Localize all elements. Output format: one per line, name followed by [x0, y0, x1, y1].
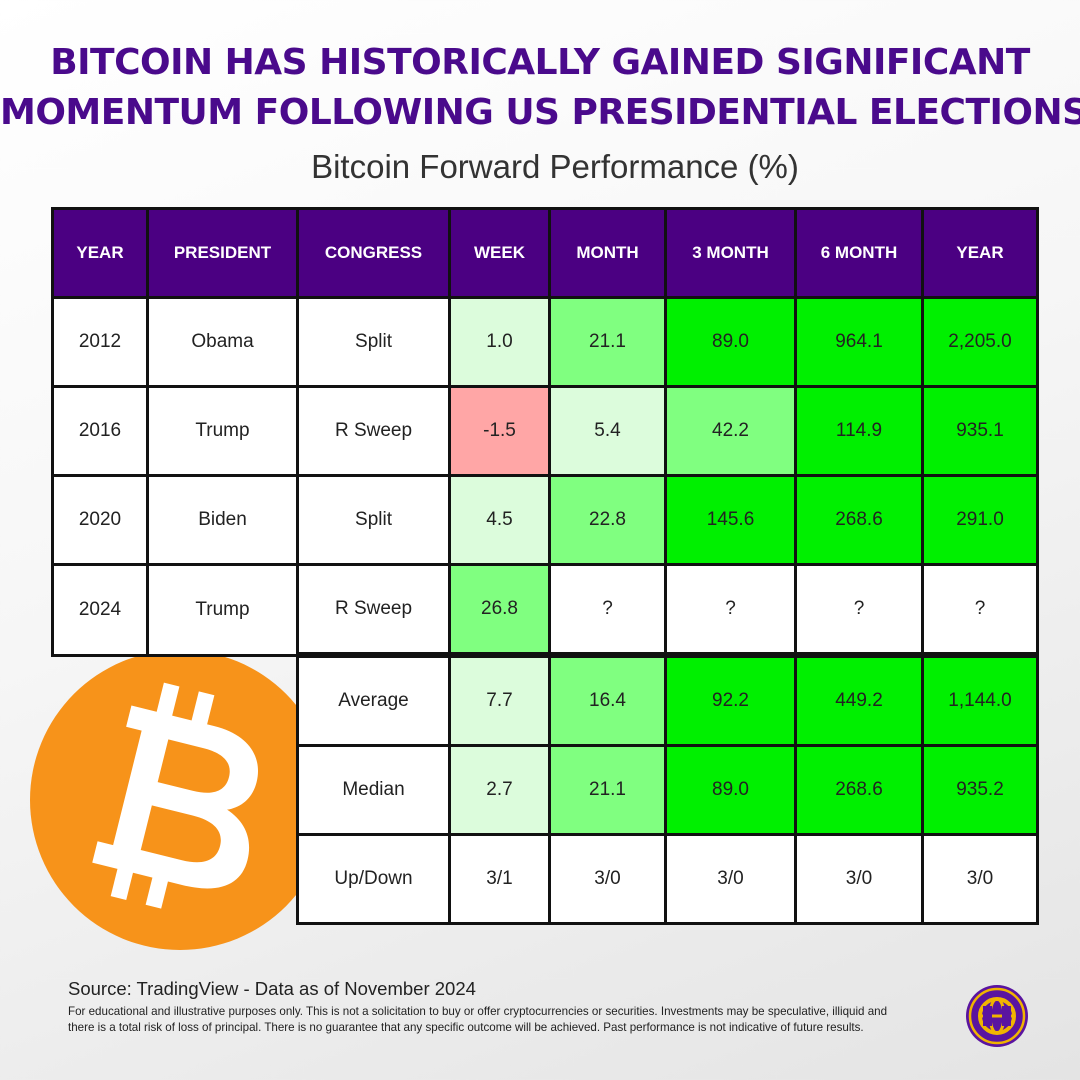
header-year: YEAR [51, 207, 149, 299]
cell-week: 26.8 [448, 563, 551, 657]
cell-year-return: 935.1 [921, 385, 1039, 477]
cell-3-month: 145.6 [664, 474, 797, 566]
cell-year-return: 2,205.0 [921, 296, 1039, 388]
summary-year: 1,144.0 [921, 652, 1039, 747]
header-week: WEEK [448, 207, 551, 299]
cell-year: 2024 [51, 563, 149, 657]
cell-week: 1.0 [448, 296, 551, 388]
table-row: 2016 Trump R Sweep -1.5 5.4 42.2 114.9 9… [51, 385, 1039, 477]
summary-6-month: 449.2 [794, 652, 924, 747]
summary-3-month: 89.0 [664, 744, 797, 836]
cell-president: Obama [146, 296, 299, 388]
table-row: 2012 Obama Split 1.0 21.1 89.0 964.1 2,2… [51, 296, 1039, 388]
cell-6-month: ? [794, 563, 924, 657]
cell-month: ? [548, 563, 667, 657]
cell-6-month: 114.9 [794, 385, 924, 477]
header-month: MONTH [548, 207, 667, 299]
summary-month: 16.4 [548, 652, 667, 747]
summary-year: 935.2 [921, 744, 1039, 836]
table-row: 2024 Trump R Sweep 26.8 ? ? ? ? [51, 563, 1039, 657]
summary-month: 3/0 [548, 833, 667, 925]
cell-president: Biden [146, 474, 299, 566]
disclaimer-text: For educational and illustrative purpose… [68, 1005, 888, 1034]
cell-president: Trump [146, 385, 299, 477]
summary-row-up-down: Up/Down 3/1 3/0 3/0 3/0 3/0 [53, 833, 1039, 925]
header-year-return: YEAR [921, 207, 1039, 299]
header-6-month: 6 MONTH [794, 207, 924, 299]
cell-year-return: ? [921, 563, 1039, 657]
header-3-month: 3 MONTH [664, 207, 797, 299]
summary-6-month: 268.6 [794, 744, 924, 836]
summary-week: 2.7 [448, 744, 551, 836]
cell-year: 2016 [51, 385, 149, 477]
headline-line-1: BITCOIN HAS HISTORICALLY GAINED SIGNIFIC… [50, 42, 1030, 83]
cell-year-return: 291.0 [921, 474, 1039, 566]
headline-line-2: MOMENTUM FOLLOWING US PRESIDENTIAL ELECT… [0, 92, 1080, 133]
cell-congress: Split [296, 474, 451, 566]
header-president: PRESIDENT [146, 207, 299, 299]
cell-3-month: 89.0 [664, 296, 797, 388]
cell-week: 4.5 [448, 474, 551, 566]
table-row: 2020 Biden Split 4.5 22.8 145.6 268.6 29… [51, 474, 1039, 566]
cell-year: 2012 [51, 296, 149, 388]
globe-brand-icon [966, 985, 1028, 1047]
headline: BITCOIN HAS HISTORICALLY GAINED SIGNIFIC… [0, 38, 1080, 138]
summary-row-average: Average 7.7 16.4 92.2 449.2 1,144.0 [53, 652, 1039, 747]
header-congress: CONGRESS [296, 207, 451, 299]
cell-6-month: 268.6 [794, 474, 924, 566]
summary-week: 3/1 [448, 833, 551, 925]
cell-president: Trump [146, 563, 299, 657]
performance-table: YEAR PRESIDENT CONGRESS WEEK MONTH 3 MON… [51, 207, 1039, 925]
summary-row-median: Median 2.7 21.1 89.0 268.6 935.2 [53, 744, 1039, 836]
cell-month: 21.1 [548, 296, 667, 388]
table-subtitle: Bitcoin Forward Performance (%) [311, 148, 799, 185]
cell-congress: Split [296, 296, 451, 388]
cell-congress: R Sweep [296, 385, 451, 477]
bitcoin-icon [30, 650, 330, 950]
summary-label: Up/Down [296, 833, 451, 925]
cell-week: -1.5 [448, 385, 551, 477]
source-note: Source: TradingView - Data as of Novembe… [68, 978, 476, 999]
cell-congress: R Sweep [296, 563, 451, 657]
summary-week: 7.7 [448, 652, 551, 747]
summary-3-month: 3/0 [664, 833, 797, 925]
cell-month: 22.8 [548, 474, 667, 566]
summary-label: Average [296, 652, 451, 747]
cell-month: 5.4 [548, 385, 667, 477]
summary-3-month: 92.2 [664, 652, 797, 747]
summary-label: Median [296, 744, 451, 836]
table-header-row: YEAR PRESIDENT CONGRESS WEEK MONTH 3 MON… [51, 207, 1039, 299]
cell-3-month: ? [664, 563, 797, 657]
summary-6-month: 3/0 [794, 833, 924, 925]
cell-year: 2020 [51, 474, 149, 566]
cell-6-month: 964.1 [794, 296, 924, 388]
summary-year: 3/0 [921, 833, 1039, 925]
summary-month: 21.1 [548, 744, 667, 836]
cell-3-month: 42.2 [664, 385, 797, 477]
